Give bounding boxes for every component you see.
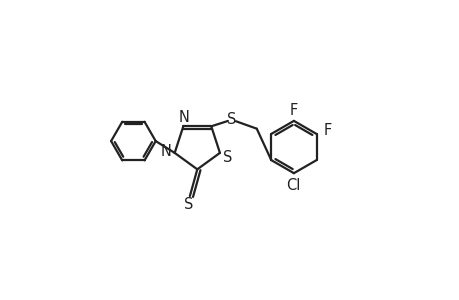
Text: S: S [183,197,193,212]
Text: N: N [179,110,189,125]
Text: Cl: Cl [285,178,300,193]
Text: F: F [289,103,297,118]
Text: S: S [226,112,235,127]
Text: F: F [323,124,331,139]
Text: N: N [161,144,171,159]
Text: S: S [222,150,231,165]
